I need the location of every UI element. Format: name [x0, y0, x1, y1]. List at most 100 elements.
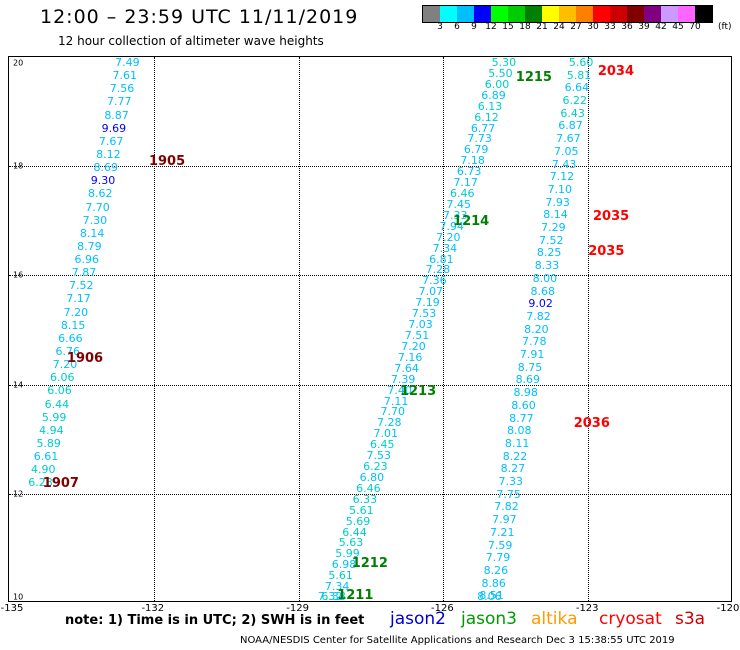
wave-height-label: 7.43 [551, 157, 577, 171]
wave-height-label: 7.20 [52, 358, 78, 372]
wave-height-label: 8.26 [483, 563, 509, 577]
colorbar-swatch [423, 6, 440, 22]
colorbar-swatch [627, 6, 644, 22]
wave-height-label: 6.28 [28, 476, 53, 490]
wave-height-label: 7.87 [71, 266, 97, 280]
wave-height-label: 7.53 [411, 307, 437, 321]
wave-height-label: 7.18 [460, 154, 485, 168]
colorbar-tick-label: 9 [471, 22, 477, 32]
wave-height-label: 7.77 [107, 95, 132, 109]
wave-height-label: 7.91 [519, 348, 545, 362]
grid-line-longitude [588, 57, 590, 601]
wave-height-label: 5.81 [566, 68, 592, 82]
wave-height-label: 6.06 [50, 371, 75, 385]
pass-number-label: 1905 [148, 154, 186, 170]
grid-line-longitude [153, 57, 155, 601]
x-tick-label: -123 [575, 603, 599, 614]
colorbar-tick-label: 3 [437, 22, 443, 32]
colorbar-swatch [491, 6, 508, 22]
colorbar-tick-label: 12 [485, 22, 497, 32]
x-tick-label: -126 [431, 603, 454, 614]
colorbar-tick-label: 39 [638, 22, 650, 32]
wave-height-label: 9.30 [90, 174, 116, 188]
wave-height-label: 7.12 [549, 170, 575, 184]
wave-height-label: 7.36 [422, 274, 447, 288]
wave-height-label: 6.44 [44, 397, 70, 411]
wave-height-label: 7.21 [489, 525, 515, 539]
wave-height-label: 8.12 [96, 147, 121, 161]
grid-line-latitude [9, 384, 731, 386]
pass-number-label: 2035 [593, 208, 630, 224]
colorbar-unit: (ft) [718, 22, 732, 32]
colorbar-swatch [678, 6, 695, 22]
wave-height-label: 6.76 [55, 345, 80, 359]
wave-height-label: 7.94 [439, 219, 465, 233]
wave-height-label: 6.33 [352, 492, 378, 506]
wave-height-label: 8.22 [502, 449, 528, 463]
wave-height-label: 7.17 [453, 176, 478, 190]
wave-height-label: 6.46 [449, 187, 475, 201]
note-text: note: 1) Time is in UTC; 2) SWH is in fe… [65, 613, 365, 628]
footer-credit: NOAA/NESDIS Center for Satellite Applica… [240, 635, 675, 646]
wave-height-label: 8.15 [60, 318, 86, 332]
wave-height-label: 8.08 [507, 424, 532, 438]
wave-height-label: 7.78 [521, 335, 547, 349]
wave-height-label: 7.67 [98, 134, 124, 148]
wave-height-label: 7.11 [383, 394, 409, 408]
wave-height-label: 7.67 [556, 132, 581, 146]
wave-height-label: 8.69 [515, 373, 541, 387]
grid-line-longitude [443, 57, 445, 601]
wave-height-label: 7.64 [394, 361, 419, 375]
wave-height-label: 7.52 [539, 233, 564, 247]
wave-height-label: 6.87 [558, 119, 583, 133]
colorbar-tick-label: 70 [689, 22, 701, 32]
wave-height-label: 7.61 [112, 69, 137, 83]
wave-height-label: 6.64 [564, 81, 590, 95]
wave-height-label: 7.82 [494, 500, 519, 514]
wave-height-label: 8.00 [532, 271, 558, 285]
wave-height-label: 5.89 [36, 437, 61, 450]
wave-height-label: 8.87 [104, 108, 129, 122]
wave-height-label: 6.22 [562, 94, 587, 108]
legend-altika: altika [531, 609, 578, 629]
grid-line-latitude [9, 275, 731, 277]
wave-height-label: 8.69 [93, 161, 118, 175]
x-tick-label: -132 [141, 603, 165, 614]
wave-height-label: 7.17 [66, 292, 91, 306]
legend-cryosat: cryosat [599, 609, 662, 629]
colorbar-tick-label: 15 [502, 22, 514, 32]
wave-height-label: 7.51 [404, 329, 430, 342]
wave-height-label: 6.12 [474, 110, 499, 124]
grid-line-latitude [9, 166, 731, 168]
wave-height-label: 7.29 [541, 221, 566, 235]
wave-height-label: 7.30 [82, 213, 108, 227]
wave-height-label: 8.11 [504, 436, 530, 450]
wave-height-label: 6.98 [331, 558, 357, 572]
wave-height-label: 6.46 [356, 481, 381, 495]
wave-height-label: 8.14 [79, 226, 105, 240]
wave-height-label: 6.38 [321, 590, 346, 603]
pass-number-label: 1906 [66, 350, 104, 366]
wave-height-label: 7.49 [115, 56, 140, 69]
wave-height-label: 7.20 [401, 339, 426, 353]
wave-height-label: 7.20 [436, 230, 461, 244]
colorbar-swatch [576, 6, 593, 22]
wave-height-label: 6.23 [363, 460, 388, 474]
wave-height-label: 5.99 [335, 547, 360, 561]
wave-height-label: 7.34 [432, 241, 458, 255]
wave-height-label: 7.16 [397, 350, 423, 364]
wave-height-label: 8.33 [534, 259, 560, 273]
wave-height-label: 5.99 [41, 410, 67, 424]
wave-height-label: 8.79 [77, 239, 102, 253]
wave-height-label: 7.28 [376, 416, 402, 430]
colorbar-swatch [542, 6, 559, 22]
pass-number-label: 1907 [42, 476, 79, 492]
colorbar-swatch [593, 6, 610, 22]
y-tick-label: 12 [13, 489, 24, 499]
wave-height-label: 7.45 [446, 197, 471, 211]
wave-height-label: 7.32 [317, 590, 343, 603]
wave-height-label: 7.97 [492, 513, 517, 527]
chart-subtitle: 12 hour collection of altimeter wave hei… [58, 34, 324, 48]
wave-height-label: 7.33 [443, 208, 468, 222]
wave-height-label: 8.98 [513, 386, 538, 400]
